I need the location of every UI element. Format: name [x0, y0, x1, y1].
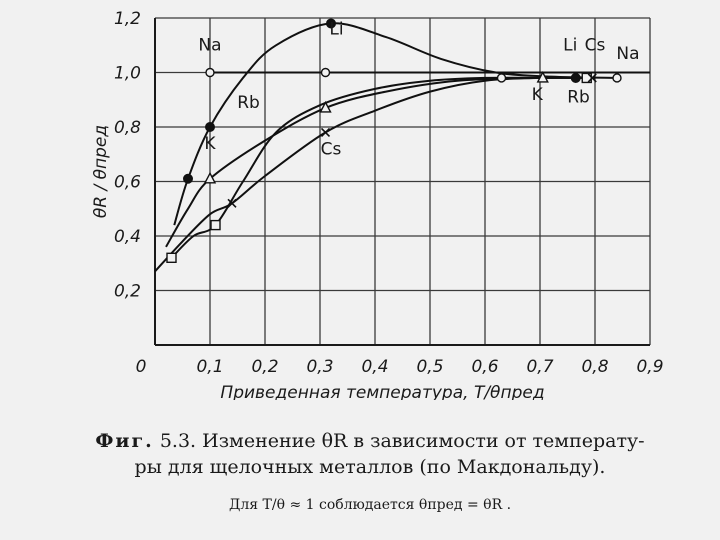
x-tick-label: 0,7: [526, 357, 553, 377]
data-point-k: [203, 171, 217, 184]
y-tick-label: 0,4: [114, 227, 141, 247]
caption-text-1: 5.3. Изменение θR в зависимости от темпе…: [159, 430, 645, 452]
chart: Na Li Rb K Cs Li Cs Na K Rb 0 0,1 0,2 0,3 0,4 0,5 0,6 0,…: [91, 9, 664, 400]
y-tick-label: 0,6: [114, 173, 141, 193]
data-point-k: [319, 100, 332, 113]
x-tick-label: 0,2: [251, 357, 278, 377]
series-line-li: [173, 22, 618, 226]
figure-label: Фиг.: [95, 430, 154, 452]
data-point-rb: [166, 252, 177, 264]
figure-caption-line-1: Фиг. 5.3. Изменение θR в зависимости от …: [40, 428, 700, 454]
series-annotation: Rb: [237, 93, 260, 113]
series-annotation: Li: [563, 36, 577, 56]
x-tick-label: 0: [136, 357, 147, 377]
series-annotation: Rb: [567, 87, 590, 107]
figure-caption-note: Для T/θ ≈ 1 соблюдается θпред = θR .: [228, 497, 512, 513]
x-tick-label: 0,9: [636, 357, 663, 377]
x-tick-label: 0,1: [196, 357, 223, 377]
chart-axes: [154, 18, 650, 346]
series-annotation: Cs: [585, 36, 606, 56]
series-annotation: Na: [198, 36, 221, 56]
chart-curves: [154, 22, 650, 273]
data-point-li: [326, 18, 336, 29]
x-axis-label: Приведенная температура, T/θпред: [220, 383, 544, 400]
series-annotation: Cs: [321, 139, 342, 159]
data-point-na: [496, 73, 507, 83]
x-tick-label: 0,8: [581, 357, 608, 377]
data-point-k: [536, 70, 549, 83]
chart-markers: [166, 18, 622, 264]
figure-caption-line-2: ры для щелочных металлов (по Макдональду…: [134, 456, 606, 478]
data-point-li: [570, 72, 581, 83]
y-tick-label: 0,2: [114, 282, 141, 302]
data-point-li: [205, 122, 215, 132]
y-tick-label: 1,2: [114, 9, 141, 29]
data-point-cs: [587, 73, 597, 83]
data-point-na: [205, 67, 215, 78]
y-tick-label: 0,8: [114, 118, 141, 138]
series-annotation: K: [204, 134, 216, 154]
x-tick-label: 0,5: [416, 357, 443, 377]
chart-grid: [155, 17, 651, 345]
y-tick-label: 1,0: [114, 64, 141, 84]
series-line-k: [165, 76, 596, 248]
y-axis-label: θR / θпред: [91, 125, 111, 218]
x-tick-label: 0,6: [471, 357, 498, 377]
data-point-rb: [210, 219, 221, 231]
data-point-cs: [320, 127, 331, 138]
data-point-li: [183, 173, 193, 184]
data-point-cs: [227, 198, 237, 208]
x-tick-label: 0,3: [306, 357, 333, 377]
series-annotation: Na: [616, 44, 639, 64]
chart-tick-labels: 0 0,1 0,2 0,3 0,4 0,5 0,6 0,7 0,8 0,9 0,2 0,4 0,6 0,8…: [91, 9, 664, 400]
series-annotation: Li: [329, 19, 343, 39]
data-point-na: [612, 73, 622, 83]
series-annotation: K: [532, 85, 544, 105]
data-point-na: [320, 67, 331, 78]
x-tick-label: 0,4: [361, 357, 388, 377]
chart-annotations: Na Li Rb K Cs Li Cs Na K Rb: [198, 19, 639, 159]
